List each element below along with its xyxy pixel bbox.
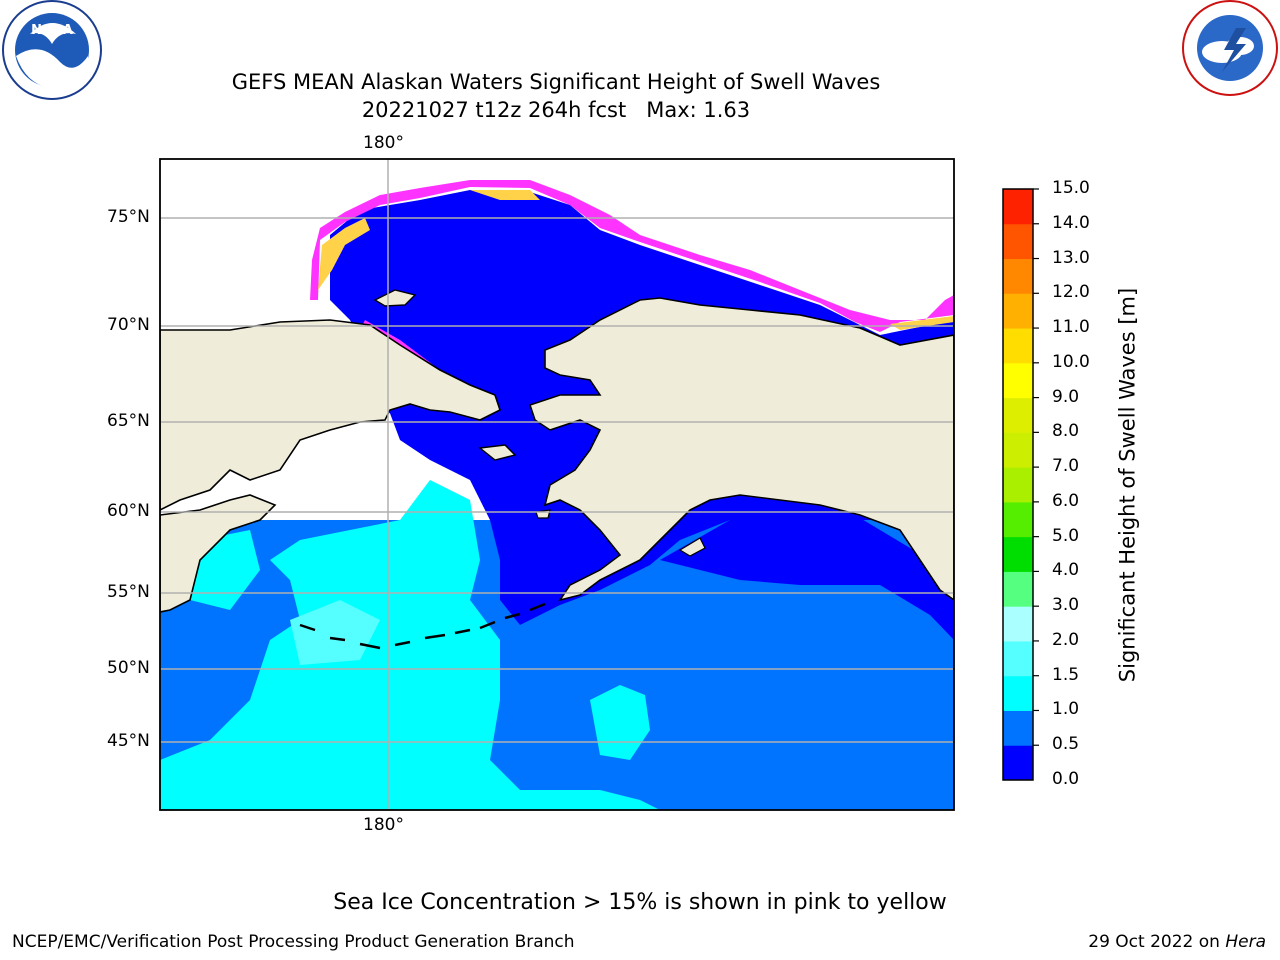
colorbar-label: 12.0: [1052, 282, 1090, 303]
colorbar-segment: [1003, 745, 1033, 781]
colorbar-segment: [1003, 501, 1033, 538]
colorbar-segment: [1003, 432, 1033, 468]
colorbar-label: 7.0: [1052, 456, 1080, 477]
colorbar-label: 13.0: [1052, 247, 1090, 268]
colorbar-segment: [1003, 189, 1033, 225]
chart-title: GEFS MEAN Alaskan Waters Significant Hei…: [231, 70, 881, 94]
colorbar-segment: [1003, 606, 1033, 642]
colorbar-segment: [1003, 258, 1033, 294]
generation-date-prefix: 29 Oct 2022 on: [1088, 932, 1226, 952]
land-nunivak-island: [535, 509, 551, 519]
colorbar-label: 3.0: [1052, 595, 1080, 616]
colorbar-title: Significant Height of Swell Waves [m]: [1115, 287, 1140, 683]
lat-label-45: 45°N: [107, 731, 150, 751]
sea-ice-yellow-north: [470, 190, 540, 200]
colorbar-label: 2.0: [1052, 629, 1080, 650]
lat-label-50: 50°N: [107, 658, 150, 678]
generation-date: 29 Oct 2022 on Hera: [1088, 932, 1266, 952]
noaa-logo: NOAA: [2, 0, 102, 100]
producer-credit: NCEP/EMC/Verification Post Processing Pr…: [12, 932, 575, 952]
ocean-region-coastal: [660, 518, 954, 640]
map-frame: [159, 158, 955, 811]
colorbar-label: 1.5: [1052, 664, 1080, 685]
lat-label-70: 70°N: [107, 315, 150, 335]
land-kodiak-island: [678, 537, 706, 557]
lat-label-75: 75°N: [107, 207, 150, 227]
colorbar-label: 9.0: [1052, 386, 1080, 407]
land-alaska: [528, 297, 954, 602]
land-chukotka: [160, 319, 501, 511]
map-plot-area: [160, 159, 954, 810]
colorbar-label: 15.0: [1052, 178, 1090, 198]
colorbar: [1003, 188, 1039, 781]
nws-logo: [1182, 0, 1278, 96]
lat-label-60: 60°N: [107, 501, 150, 521]
colorbar-label: 4.0: [1052, 560, 1080, 581]
ocean-patch-lightcyan: [290, 600, 380, 665]
lon-label-top: 180°: [363, 133, 404, 153]
land-aleutian-islands: [299, 602, 546, 650]
colorbar-label: 1.0: [1052, 699, 1080, 720]
land-wrangel-island: [373, 289, 417, 307]
colorbar-label: 14.0: [1052, 212, 1090, 233]
lon-label-bottom: 180°: [363, 815, 404, 835]
colorbar-label: 10.0: [1052, 351, 1090, 372]
sea-ice-note: Sea Ice Concentration > 15% is shown in …: [333, 890, 947, 915]
colorbar-segment: [1003, 362, 1033, 399]
generation-system: Hera: [1225, 932, 1266, 952]
colorbar-label: 0.0: [1052, 769, 1080, 789]
colorbar-segment: [1003, 397, 1033, 433]
lat-label-55: 55°N: [107, 582, 150, 602]
noaa-logo-text: NOAA: [31, 23, 73, 38]
land-st-lawrence-island: [478, 444, 517, 461]
colorbar-frame: [1002, 188, 1034, 781]
colorbar-segment: [1003, 536, 1033, 572]
colorbar-label: 11.0: [1052, 317, 1090, 338]
colorbar-segment: [1003, 467, 1033, 503]
ocean-region-1.0-1.5: [160, 480, 660, 810]
colorbar-segment: [1003, 293, 1033, 329]
colorbar-segment: [1003, 328, 1033, 364]
colorbar-segment: [1003, 571, 1033, 607]
colorbar-segment: [1003, 223, 1033, 260]
colorbar-segment: [1003, 675, 1033, 711]
colorbar-segment: [1003, 710, 1033, 746]
colorbar-label: 8.0: [1052, 421, 1080, 442]
colorbar-segment: [1003, 640, 1033, 677]
colorbar-label: 6.0: [1052, 490, 1080, 511]
colorbar-label: 0.5: [1052, 734, 1080, 755]
map-gridlines: [160, 159, 954, 810]
colorbar-label: 5.0: [1052, 525, 1080, 546]
land-kamchatka: [160, 494, 277, 613]
sea-ice-yellow-west: [318, 218, 370, 290]
chart-subtitle: 20221027 t12z 264h fcst Max: 1.63: [361, 98, 751, 122]
lat-label-65: 65°N: [107, 411, 150, 431]
